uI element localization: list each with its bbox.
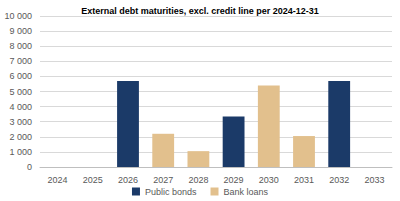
svg-text:2024: 2024 bbox=[48, 175, 68, 185]
svg-text:0: 0 bbox=[27, 162, 32, 172]
svg-text:2031: 2031 bbox=[294, 175, 314, 185]
svg-text:10 000: 10 000 bbox=[4, 11, 32, 21]
svg-text:7 000: 7 000 bbox=[9, 56, 32, 66]
svg-text:2027: 2027 bbox=[153, 175, 173, 185]
svg-text:2032: 2032 bbox=[329, 175, 349, 185]
svg-text:6 000: 6 000 bbox=[9, 71, 32, 81]
svg-text:Bank loans: Bank loans bbox=[224, 187, 269, 197]
svg-text:9 000: 9 000 bbox=[9, 26, 32, 36]
svg-text:Public bonds: Public bonds bbox=[145, 187, 197, 197]
svg-text:2 000: 2 000 bbox=[9, 132, 32, 142]
svg-text:2030: 2030 bbox=[259, 175, 279, 185]
svg-text:2028: 2028 bbox=[188, 175, 208, 185]
svg-text:External debt maturities, excl: External debt maturities, excl. credit l… bbox=[81, 6, 319, 16]
svg-text:2025: 2025 bbox=[83, 175, 103, 185]
svg-text:1 000: 1 000 bbox=[9, 147, 32, 157]
svg-text:2026: 2026 bbox=[118, 175, 138, 185]
svg-text:2029: 2029 bbox=[224, 175, 244, 185]
svg-text:5 000: 5 000 bbox=[9, 87, 32, 97]
svg-text:8 000: 8 000 bbox=[9, 41, 32, 51]
svg-text:3 000: 3 000 bbox=[9, 117, 32, 127]
svg-text:2033: 2033 bbox=[364, 175, 384, 185]
svg-text:4 000: 4 000 bbox=[9, 102, 32, 112]
